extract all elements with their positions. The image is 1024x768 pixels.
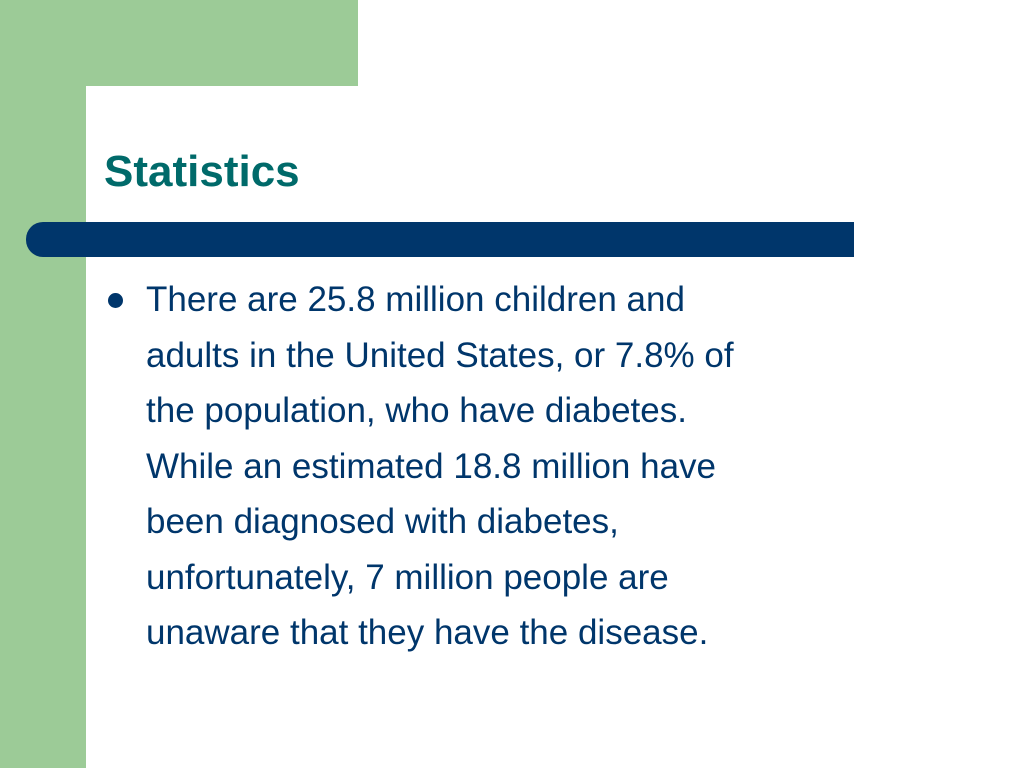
title-divider-bar — [26, 222, 854, 257]
bullet-line: While an estimated 18.8 million have — [146, 446, 717, 486]
bullet-line: unaware that they have the disease. — [146, 613, 709, 652]
green-accent-top — [0, 0, 358, 86]
bullet-line: unfortunately, 7 million people are — [146, 557, 669, 597]
bullet-list: There are 25.8 million children and adul… — [104, 272, 904, 661]
slide-title: Statistics — [104, 147, 300, 196]
rounded-content-corner — [86, 86, 166, 166]
bullet-line: the population, who have diabetes. — [146, 391, 687, 430]
bullet-item: There are 25.8 million children and adul… — [104, 272, 904, 661]
green-accent-vertical — [0, 0, 86, 768]
bullet-line: adults in the United States, or 7.8% of — [146, 335, 734, 375]
bullet-line: There are 25.8 million children and — [146, 280, 685, 319]
bullet-dot-icon — [108, 293, 123, 308]
bullet-line: been diagnosed with diabetes, — [146, 502, 619, 541]
